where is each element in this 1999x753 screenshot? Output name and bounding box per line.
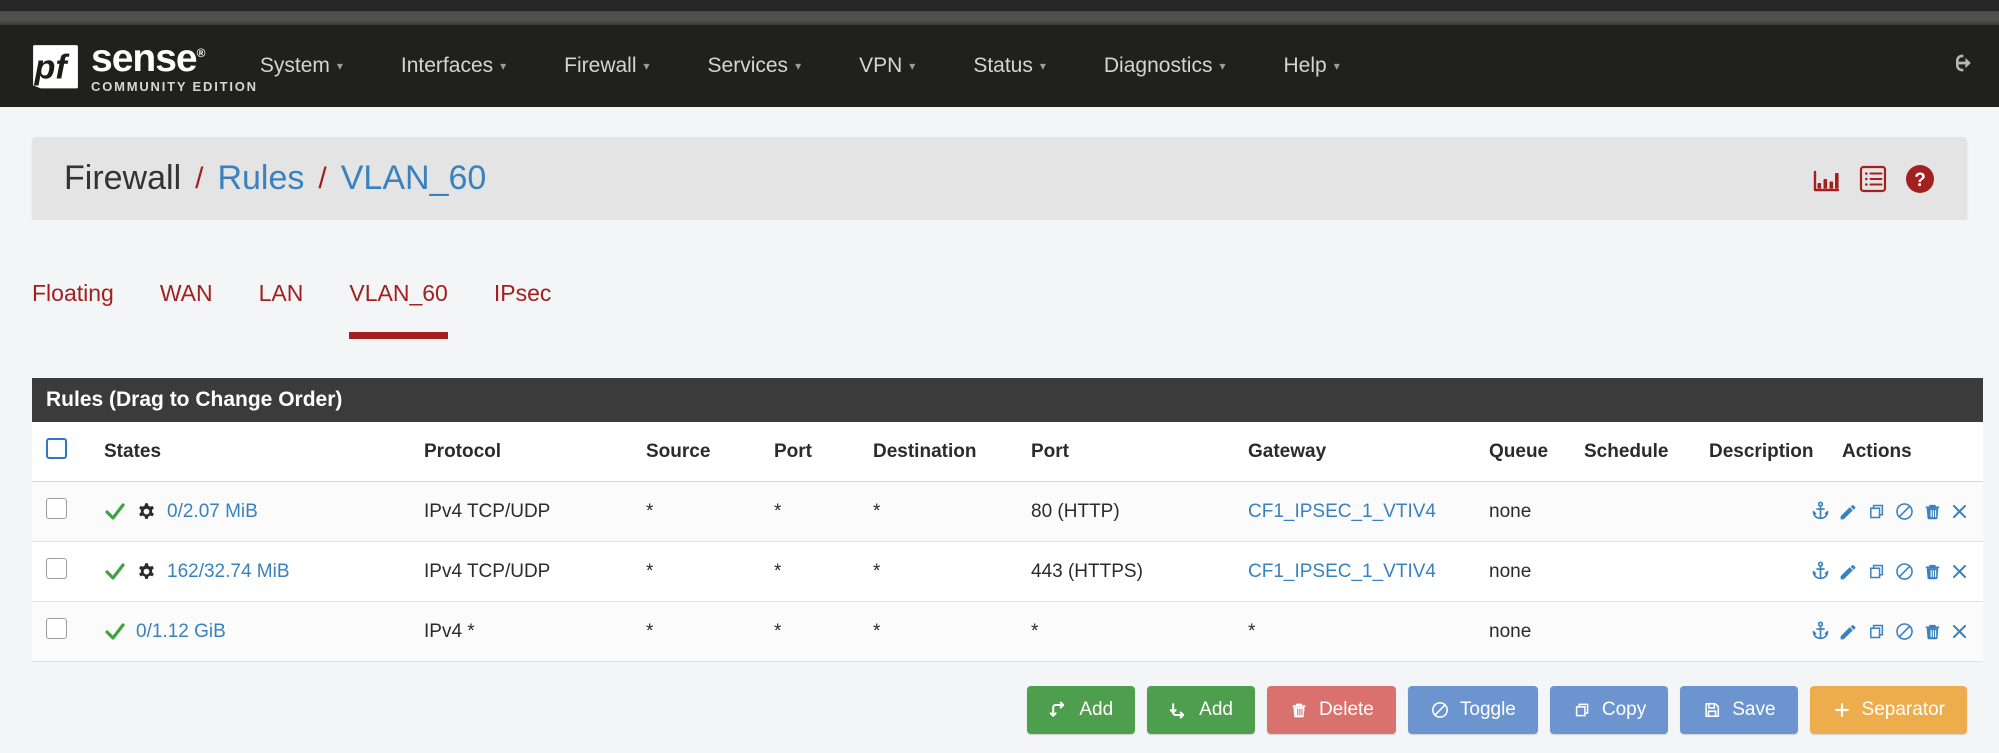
svg-text:?: ? — [1914, 170, 1926, 191]
svg-text:pf: pf — [34, 48, 71, 86]
